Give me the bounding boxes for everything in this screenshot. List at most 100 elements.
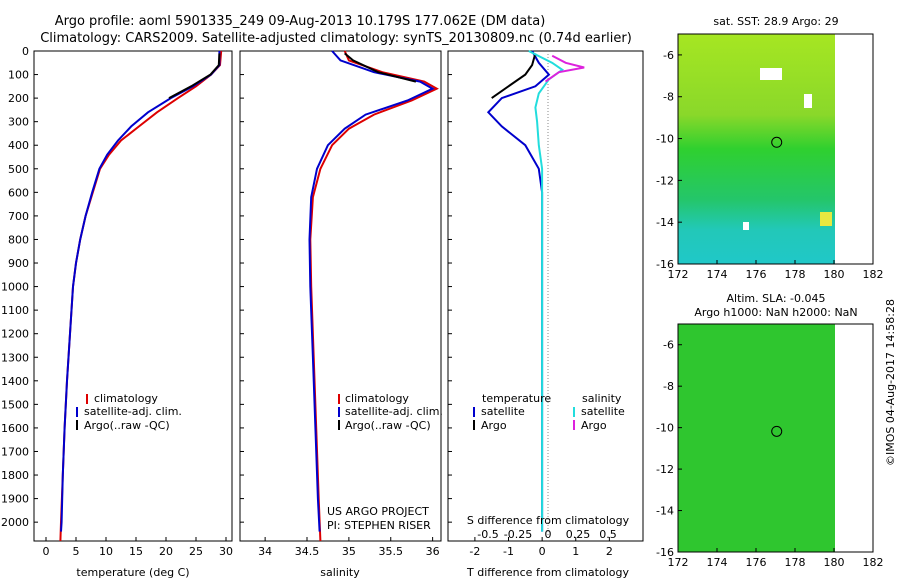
x-tick-label: 36 <box>426 545 440 558</box>
temperature-ticks: 0 5 10 15 20 25 30 <box>43 537 233 558</box>
header-line-1: Argo profile: aoml 5901335_249 09-Aug-20… <box>55 14 546 29</box>
lon-tick-label: 172 <box>668 556 689 569</box>
lat-tick-label: -6 <box>663 339 674 352</box>
temperature-series <box>59 50 223 542</box>
x-tick-label: -2 <box>469 545 480 558</box>
lat-tick-label: -16 <box>656 258 674 271</box>
argo-location-marker <box>771 136 783 148</box>
x-tick-label: 34.5 <box>295 545 320 558</box>
lat-tick-label: -8 <box>663 380 674 393</box>
depth-tick-label: 700 <box>8 210 29 223</box>
sst-warm-patch <box>820 212 832 226</box>
sst-cloud-gap <box>743 222 749 230</box>
x-tick-label: 35 <box>342 545 356 558</box>
legend-argo-label: Argo(..raw -QC) <box>345 419 431 432</box>
series-salinity-satellite <box>528 50 565 532</box>
lon-tick-label: 178 <box>785 556 806 569</box>
header-line-2: Climatology: CARS2009. Satellite-adjuste… <box>40 31 632 46</box>
depth-tick-label: 1400 <box>1 375 29 388</box>
x-tick-label: 15 <box>129 545 143 558</box>
legend-satellite-label: satellite-adj. clim. <box>84 405 182 418</box>
depth-tick-label: 1500 <box>1 398 29 411</box>
difference-axes-frame <box>447 50 644 542</box>
depth-tick-label: 1100 <box>1 304 29 317</box>
depth-tick-label: 800 <box>8 233 29 246</box>
depth-tick-label: 500 <box>8 163 29 176</box>
sst-cloud-gap <box>804 94 812 108</box>
lat-tick-label: -8 <box>663 91 674 104</box>
salinity-axes-frame <box>239 50 442 542</box>
temperature-difference-label: T difference from climatology <box>466 566 629 579</box>
sst-field <box>678 34 835 264</box>
depth-tick-label: 2000 <box>1 516 29 529</box>
difference-panel: -2 -1 0 1 2 -0.5 -0.25 0 0.25 0.5 S difference fr… <box>447 50 644 579</box>
s-diff-tick-label: 0.5 <box>599 528 617 541</box>
series-argo-raw-qc- <box>344 52 417 83</box>
lat-tick-label: -14 <box>656 505 674 518</box>
lon-tick-label: 176 <box>746 556 767 569</box>
depth-tick-label: 900 <box>8 257 29 270</box>
depth-tick-label: 200 <box>8 92 29 105</box>
sla-map-panel: Altim. SLA: -0.045 Argo h1000: NaN h2000… <box>656 292 883 569</box>
legend-climatology-label: climatology <box>345 392 409 405</box>
lon-tick-label: 180 <box>824 556 845 569</box>
salinity-difference-label: S difference from climatology <box>467 514 630 527</box>
x-tick-label: 5 <box>73 545 80 558</box>
temperature-xlabel: temperature (deg C) <box>76 566 189 579</box>
s-diff-tick-label: 0.25 <box>566 528 591 541</box>
legend-satellite-label: satellite-adj. clim. <box>345 405 443 418</box>
x-tick-label: 2 <box>606 545 613 558</box>
imos-credit: ©IMOS 04-Aug-2017 14:58:28 <box>884 299 897 466</box>
salinity-series <box>308 50 439 542</box>
salinity-panel: 34 34.5 35 35.5 36 salinity climatology sate… <box>239 50 443 579</box>
lon-tick-label: 180 <box>824 268 845 281</box>
sla-map-ticks: 172 174 176 178 180 182 -6 -8 -10 -12 -14 -16 <box>656 339 883 569</box>
lat-tick-label: -16 <box>656 546 674 559</box>
x-tick-label: 20 <box>159 545 173 558</box>
depth-tick-label: 1700 <box>1 445 29 458</box>
lon-tick-label: 182 <box>863 268 884 281</box>
project-line-2: PI: STEPHEN RISER <box>327 519 431 532</box>
series-climatology <box>309 50 439 542</box>
x-tick-label: 25 <box>189 545 203 558</box>
s-diff-tick-label: -0.25 <box>504 528 532 541</box>
depth-tick-label: 300 <box>8 116 29 129</box>
lat-tick-label: -10 <box>656 422 674 435</box>
lon-tick-label: 178 <box>785 268 806 281</box>
depth-tick-label: 0 <box>22 45 29 58</box>
lat-tick-label: -14 <box>656 216 674 229</box>
salinity-xlabel: salinity <box>320 566 360 579</box>
sst-map-frame <box>677 33 874 265</box>
depth-tick-label: 1200 <box>1 328 29 341</box>
sla-map-title-2: Argo h1000: NaN h2000: NaN <box>694 306 857 319</box>
lat-tick-label: -6 <box>663 49 674 62</box>
salinity-ticks: 34 34.5 35 35.5 36 <box>258 537 440 558</box>
lon-tick-label: 182 <box>863 556 884 569</box>
depth-tick-label: 1300 <box>1 351 29 364</box>
temperature-legend: climatology satellite-adj. clim. Argo(..… <box>76 392 182 432</box>
depth-tick-label: 1600 <box>1 422 29 435</box>
lat-tick-label: -10 <box>656 133 674 146</box>
lat-tick-label: -12 <box>656 463 674 476</box>
depth-tick-label: 1900 <box>1 493 29 506</box>
difference-legend: temperature salinity satellite Argo sate… <box>473 392 625 432</box>
project-line-1: US ARGO PROJECT <box>327 505 429 518</box>
legend-sal-argo-label: Argo <box>581 419 607 432</box>
sla-map-title-1: Altim. SLA: -0.045 <box>726 292 825 305</box>
depth-tick-label: 100 <box>8 69 29 82</box>
sst-cloud-gap <box>760 68 782 80</box>
lon-tick-label: 174 <box>707 268 728 281</box>
legend-temp-argo-label: Argo <box>481 419 507 432</box>
s-diff-tick-label: -0.5 <box>477 528 498 541</box>
legend-climatology-label: climatology <box>94 392 158 405</box>
salinity-legend: climatology satellite-adj. clim. Argo(..… <box>338 392 443 432</box>
x-tick-label: 35.5 <box>379 545 404 558</box>
legend-argo-label: Argo(..raw -QC) <box>84 419 170 432</box>
depth-tick-label: 600 <box>8 186 29 199</box>
depth-tick-label: 1000 <box>1 281 29 294</box>
series-satellite-adj-clim- <box>60 51 221 532</box>
sst-map-title: sat. SST: 28.9 Argo: 29 <box>713 15 838 28</box>
series-temperature-argo <box>491 53 537 99</box>
series-temperature-satellite <box>486 50 551 532</box>
